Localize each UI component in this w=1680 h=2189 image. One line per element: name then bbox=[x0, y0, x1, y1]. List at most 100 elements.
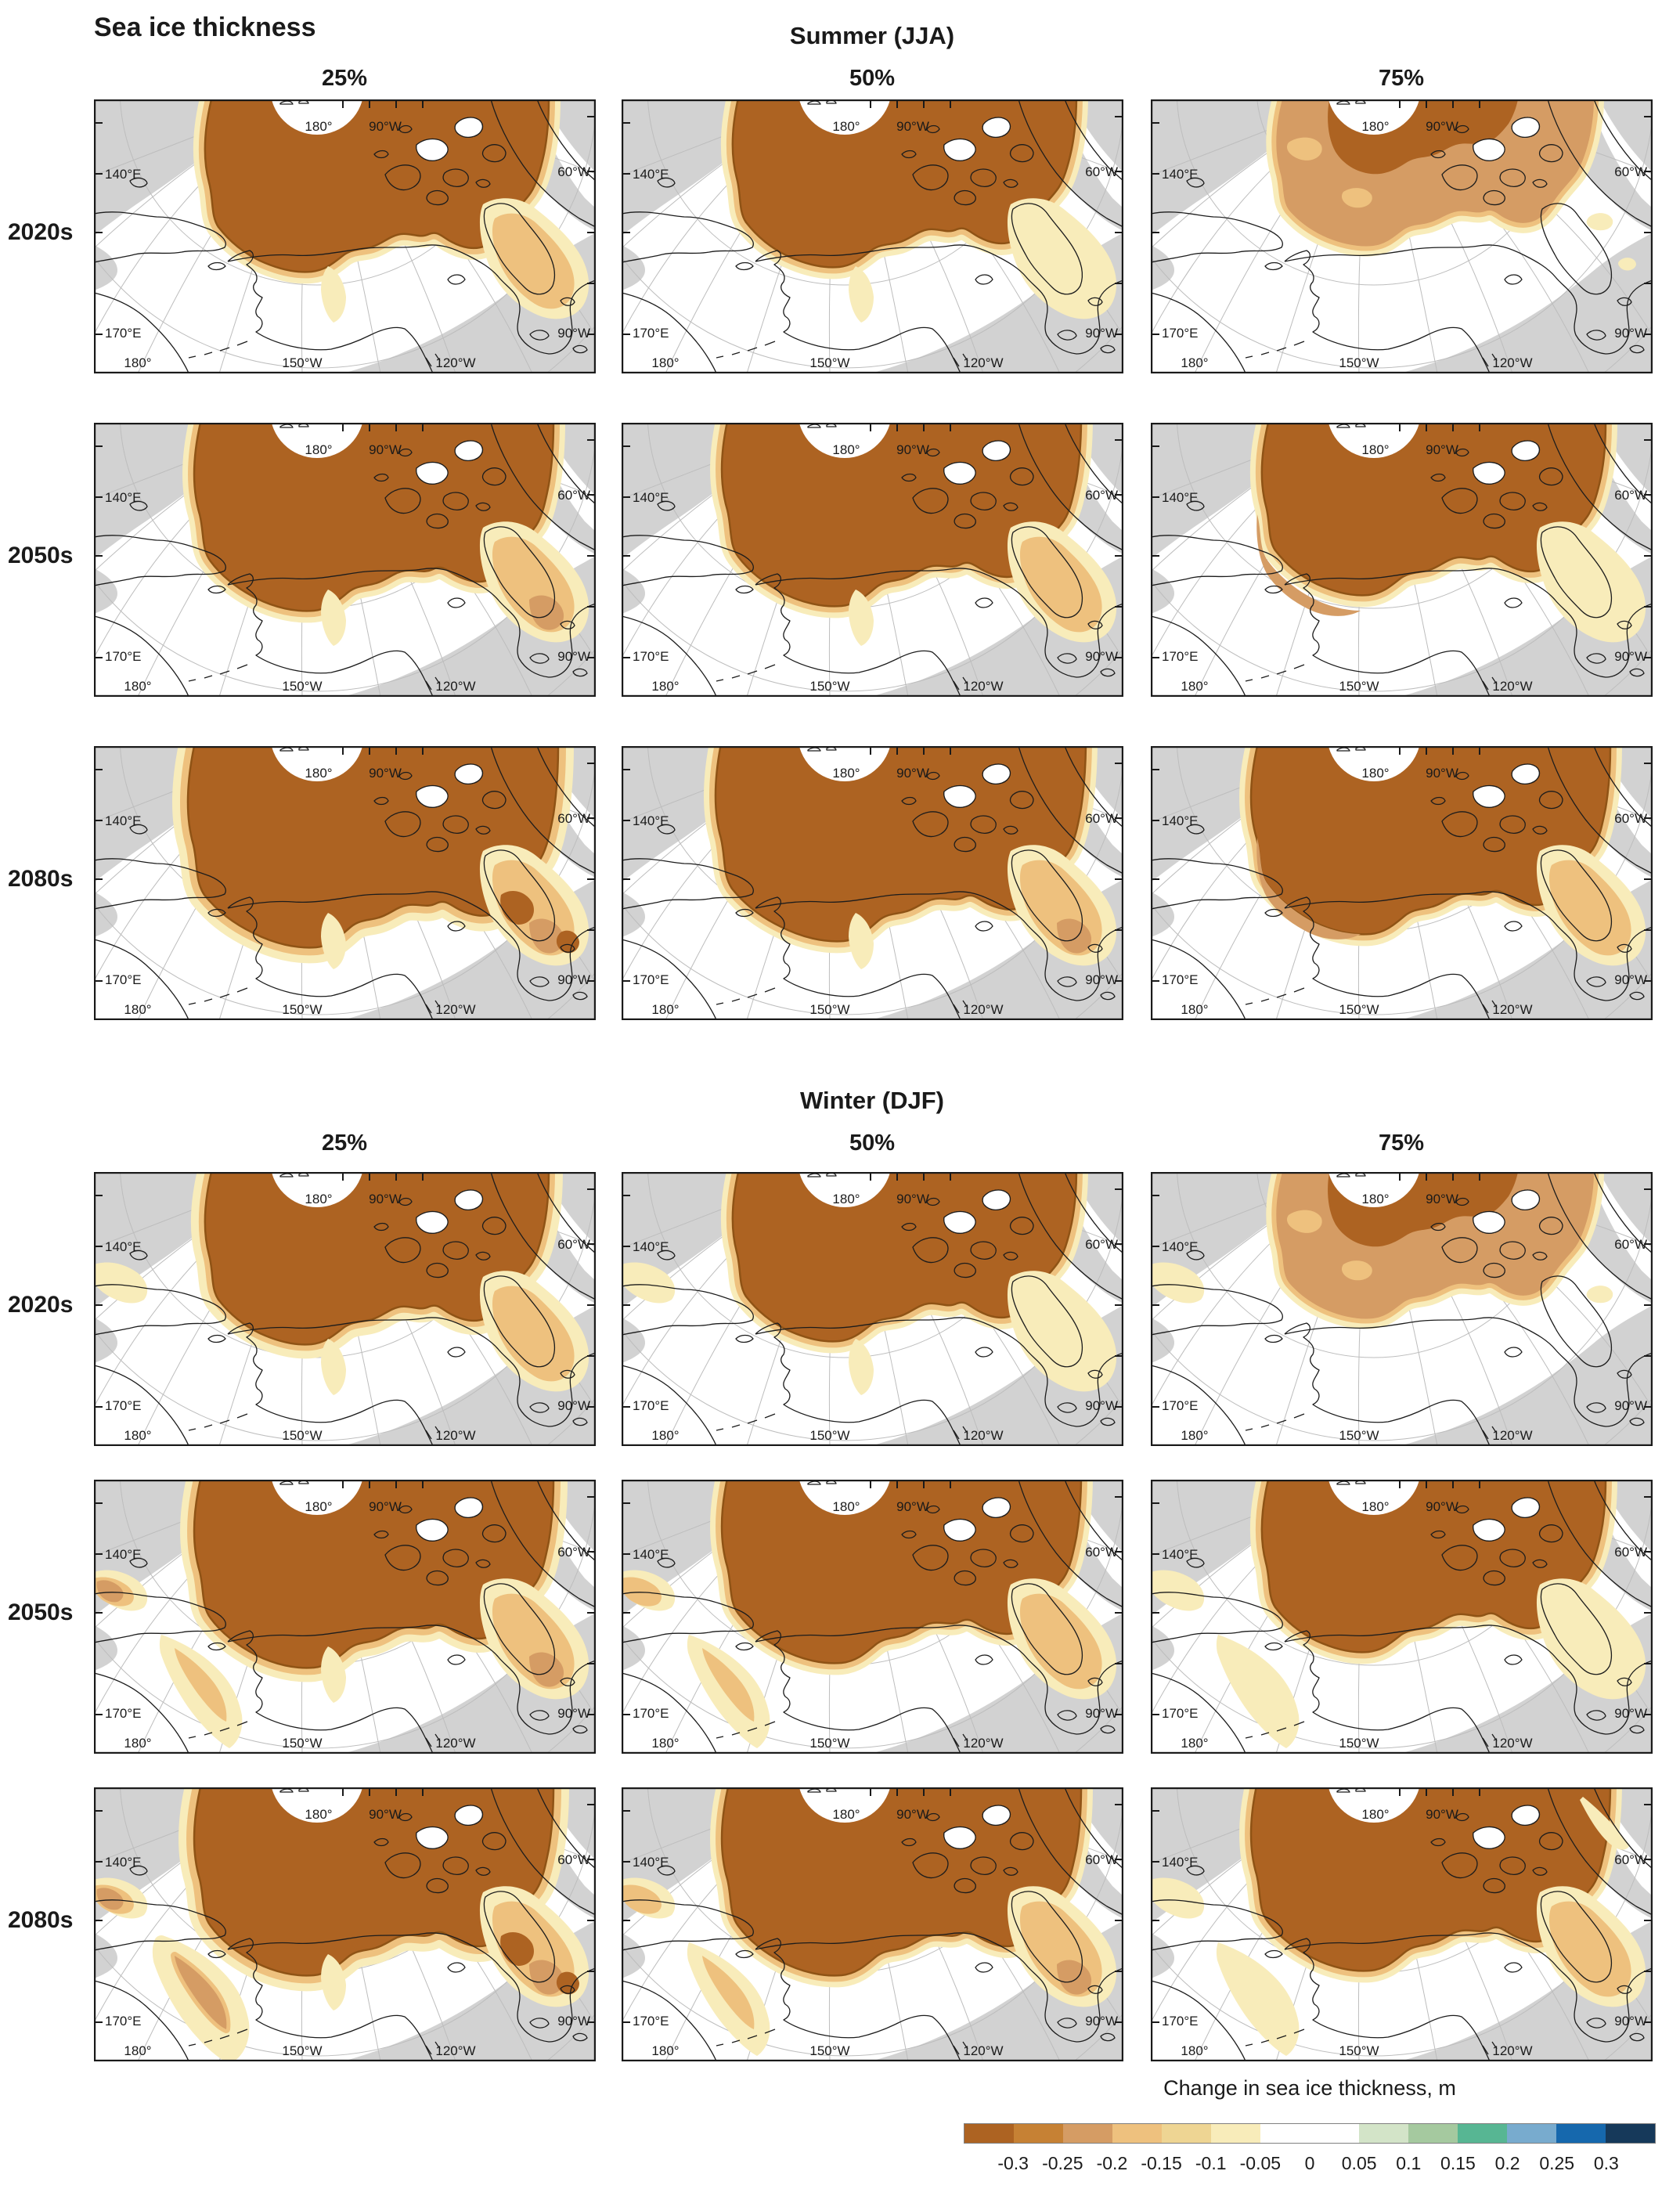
lon-label-120w: 120°W bbox=[963, 679, 1003, 694]
coastline bbox=[1284, 896, 1491, 1020]
lon-label-90w-top: 90°W bbox=[1426, 766, 1458, 781]
coastline bbox=[1003, 502, 1018, 511]
coastline bbox=[1057, 330, 1077, 341]
lon-label-140e: 140°E bbox=[105, 1855, 142, 1870]
pole-hole bbox=[1328, 1172, 1420, 1207]
lon-label-180-bottom: 180° bbox=[124, 679, 151, 694]
coastline bbox=[572, 668, 588, 677]
coastline bbox=[481, 1524, 507, 1543]
ice-thickness-change-region bbox=[849, 913, 874, 969]
coastline bbox=[755, 568, 1123, 678]
coastline bbox=[1100, 1417, 1116, 1426]
lon-label-170e: 170°E bbox=[633, 972, 669, 987]
coastline bbox=[94, 1980, 189, 2061]
coastline bbox=[1151, 1284, 1283, 1336]
coastline bbox=[1011, 1275, 1083, 1368]
coastline bbox=[279, 1480, 294, 1485]
island bbox=[1511, 440, 1540, 461]
island bbox=[943, 1210, 976, 1234]
lon-label-180-top: 180° bbox=[1361, 1192, 1389, 1206]
coastline bbox=[536, 1172, 596, 1254]
coastline bbox=[1284, 244, 1653, 355]
ice-thickness-change-region bbox=[849, 266, 874, 323]
ice-thickness-change-region bbox=[204, 99, 550, 273]
graticule-parallel bbox=[622, 1185, 1123, 1441]
coastline bbox=[94, 1899, 226, 1951]
coastline bbox=[1455, 1812, 1469, 1822]
coastline bbox=[384, 1852, 421, 1879]
lon-label-120w: 120°W bbox=[1492, 1736, 1532, 1751]
island bbox=[454, 440, 483, 461]
lon-label-120w: 120°W bbox=[435, 1736, 475, 1751]
graticule-parallel bbox=[1151, 112, 1653, 369]
coastline bbox=[94, 939, 189, 1020]
lon-label-150w: 150°W bbox=[1339, 2043, 1379, 2058]
coastline bbox=[1532, 1866, 1548, 1876]
graticule-parallel bbox=[1151, 1185, 1653, 1441]
coastline bbox=[975, 1654, 993, 1665]
lon-label-180-bottom: 180° bbox=[1181, 679, 1208, 694]
map-panel-summer-2020s-25: 180° 90°W 140°E 170°E 60°W 90°W 180° 150°W 120°W bbox=[94, 99, 596, 373]
coastline bbox=[426, 1877, 449, 1894]
lon-label-180-top: 180° bbox=[832, 1807, 860, 1822]
coastline bbox=[755, 896, 961, 1020]
lon-label-90w-top: 90°W bbox=[896, 442, 929, 457]
island bbox=[982, 763, 1011, 784]
lon-label-60w: 60°W bbox=[1085, 488, 1118, 503]
coastline bbox=[1057, 1710, 1077, 1721]
graticule-parallel bbox=[1177, 99, 1571, 286]
coastline bbox=[94, 211, 226, 263]
lon-label-140e: 140°E bbox=[1162, 1239, 1199, 1254]
coastline bbox=[1504, 1962, 1523, 1973]
coastline bbox=[1151, 858, 1283, 910]
coastline bbox=[1629, 1417, 1645, 1426]
coastline bbox=[1018, 746, 1123, 875]
graticule-parallel bbox=[647, 1172, 1042, 1358]
coastline bbox=[1186, 1865, 1205, 1876]
ice-thickness-change-region bbox=[1586, 213, 1613, 231]
coastline bbox=[1540, 526, 1613, 618]
coastline bbox=[1151, 1365, 1246, 1446]
colorbar-segment bbox=[1063, 2124, 1112, 2143]
ice-thickness-change-region bbox=[1580, 1797, 1630, 1850]
lon-label-140e: 140°E bbox=[105, 1547, 142, 1562]
coastline bbox=[207, 1334, 226, 1343]
colorbar-tick-label: 0.15 bbox=[1440, 2153, 1476, 2173]
out-of-domain-region bbox=[622, 1318, 645, 1363]
coastline bbox=[1532, 825, 1548, 835]
coastline bbox=[954, 513, 976, 529]
coastline bbox=[1057, 2018, 1077, 2029]
out-of-domain-region bbox=[343, 1305, 596, 1446]
coastline bbox=[1430, 473, 1446, 482]
lon-label-180-top: 180° bbox=[305, 1499, 332, 1514]
coastline bbox=[1064, 99, 1123, 182]
coastline bbox=[807, 1788, 821, 1793]
lon-label-90w-top: 90°W bbox=[369, 1499, 402, 1514]
lon-label-150w: 150°W bbox=[282, 1002, 322, 1017]
island bbox=[454, 1189, 483, 1210]
coastline bbox=[953, 1426, 968, 1440]
colorbar-tick-label: 0.25 bbox=[1539, 2153, 1575, 2173]
lon-label-120w: 120°W bbox=[963, 2043, 1003, 2058]
coastline bbox=[227, 250, 434, 373]
map-border bbox=[1151, 99, 1653, 373]
coastline bbox=[442, 815, 469, 834]
coastline bbox=[1593, 99, 1653, 182]
lon-label-150w: 150°W bbox=[809, 679, 849, 694]
coastline bbox=[490, 1480, 596, 1608]
coastline bbox=[1264, 908, 1283, 918]
lon-label-150w: 150°W bbox=[809, 1002, 849, 1017]
coastline bbox=[1482, 676, 1498, 691]
coastline bbox=[1629, 2032, 1645, 2042]
coastline bbox=[384, 1545, 421, 1571]
coastline bbox=[1245, 1413, 1305, 1431]
lon-label-180-bottom: 180° bbox=[124, 1428, 151, 1443]
coastline bbox=[483, 1583, 556, 1675]
ice-thickness-change-region bbox=[720, 1480, 1083, 1664]
coastline bbox=[901, 150, 917, 159]
coastline bbox=[1538, 791, 1563, 810]
coastline bbox=[657, 177, 676, 188]
coastline bbox=[572, 1725, 588, 1734]
lon-label-150w: 150°W bbox=[1339, 1002, 1379, 1017]
coastline bbox=[926, 1505, 940, 1514]
